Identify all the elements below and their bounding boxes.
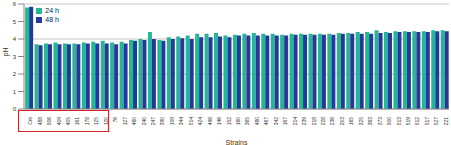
svg-text:240: 240 [141, 117, 147, 126]
svg-text:0: 0 [13, 106, 17, 112]
svg-text:488: 488 [37, 117, 43, 126]
svg-text:460: 460 [131, 117, 137, 126]
svg-text:228: 228 [320, 117, 326, 126]
svg-text:161: 161 [74, 117, 80, 126]
svg-text:165: 165 [348, 117, 354, 126]
svg-text:239: 239 [301, 117, 307, 126]
svg-text:125: 125 [93, 117, 99, 126]
svg-text:120: 120 [103, 117, 109, 126]
svg-text:424: 424 [197, 117, 203, 126]
svg-text:325: 325 [358, 117, 364, 126]
svg-text:3: 3 [13, 54, 17, 60]
svg-text:363: 363 [367, 117, 373, 126]
svg-text:167: 167 [282, 117, 288, 126]
svg-text:160: 160 [235, 117, 241, 126]
svg-text:1: 1 [13, 89, 17, 95]
svg-text:2: 2 [13, 71, 17, 77]
svg-text:514: 514 [188, 117, 194, 126]
svg-text:405: 405 [65, 117, 71, 126]
svg-text:390: 390 [159, 117, 165, 126]
svg-text:467: 467 [263, 117, 269, 126]
svg-text:513: 513 [396, 117, 402, 126]
svg-text:480: 480 [254, 117, 260, 126]
svg-text:247: 247 [150, 117, 156, 126]
svg-text:Cnt: Cnt [27, 116, 33, 124]
svg-text:496: 496 [207, 117, 213, 126]
html-text:24 h: 24 h [45, 7, 59, 14]
svg-text:203: 203 [339, 117, 345, 126]
svg-text:519: 519 [405, 117, 411, 126]
svg-text:512: 512 [414, 117, 420, 126]
svg-text:159: 159 [169, 117, 175, 126]
svg-text:Strains: Strains [226, 139, 248, 145]
svg-text:214: 214 [292, 117, 298, 126]
svg-text:146: 146 [216, 117, 222, 126]
svg-text:365: 365 [244, 117, 250, 126]
svg-text:500: 500 [386, 117, 392, 126]
svg-text:4: 4 [13, 36, 17, 42]
svg-text:373: 373 [377, 117, 383, 126]
svg-text:236: 236 [329, 117, 335, 126]
svg-text:506: 506 [46, 117, 52, 126]
svg-text:pH: pH [8, 48, 10, 57]
svg-text:5: 5 [13, 19, 17, 25]
svg-text:76: 76 [112, 117, 118, 123]
svg-text:178: 178 [84, 117, 90, 126]
svg-text:218: 218 [311, 117, 317, 126]
html-text:48 h: 48 h [45, 16, 59, 23]
svg-text:152: 152 [226, 117, 232, 126]
svg-text:127: 127 [122, 117, 128, 126]
svg-text:221: 221 [443, 117, 444, 126]
svg-text:6: 6 [13, 1, 17, 7]
svg-text:342: 342 [273, 117, 279, 126]
svg-text:527: 527 [433, 117, 439, 126]
svg-text:517: 517 [424, 117, 430, 126]
svg-text:409: 409 [56, 117, 62, 126]
svg-text:344: 344 [178, 117, 184, 126]
